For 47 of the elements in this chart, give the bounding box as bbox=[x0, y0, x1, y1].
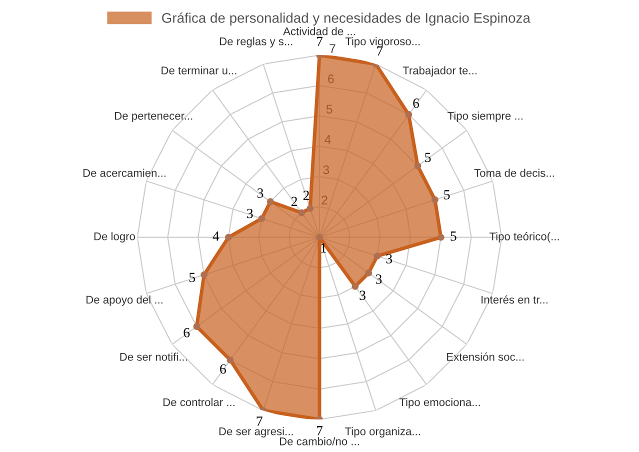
data-label: 3 bbox=[360, 290, 366, 300]
spoke-label: Tipo teórico(... bbox=[489, 232, 559, 243]
legend-label: Gráfica de personalidad y necesidades de Ignacio Espinoza bbox=[162, 12, 530, 26]
spoke-label: De cambio/no ... bbox=[280, 437, 359, 446]
data-label: 5 bbox=[444, 190, 450, 200]
spoke-label: De reglas y s... bbox=[220, 37, 292, 48]
spoke-label: De ser notifi... bbox=[120, 352, 187, 361]
data-label: 3 bbox=[386, 254, 392, 264]
spoke-label: De apoyo del ... bbox=[86, 295, 162, 306]
y-tick-label: 6 bbox=[328, 74, 334, 84]
spoke-label: Interés en tr... bbox=[482, 295, 548, 304]
y-tick-label: 4 bbox=[324, 135, 331, 144]
data-label: 5 bbox=[450, 232, 456, 241]
y-tick-label: 2 bbox=[322, 196, 328, 204]
data-label: 3 bbox=[247, 208, 253, 218]
y-tick-label: 7 bbox=[330, 44, 336, 53]
spoke-label: De ser agresi... bbox=[219, 427, 293, 438]
data-label: 7 bbox=[256, 416, 262, 426]
data-label: 7 bbox=[377, 46, 383, 56]
data-label: 4 bbox=[212, 231, 220, 241]
data-label: 7 bbox=[316, 426, 323, 436]
data-label: 6 bbox=[220, 364, 226, 374]
spoke-label: De acercamien... bbox=[83, 168, 166, 177]
data-label: 5 bbox=[425, 152, 431, 162]
data-label: 5 bbox=[189, 272, 196, 282]
data-label: 7 bbox=[316, 36, 323, 46]
spoke-label: Tipo emociona... bbox=[399, 398, 480, 408]
data-label: 2 bbox=[303, 190, 309, 200]
spoke-label: Tipo siempre ... bbox=[448, 112, 522, 122]
spoke-label: De pertenecer... bbox=[115, 112, 192, 122]
spoke-label: Trabajador te... bbox=[402, 66, 476, 77]
data-label: 6 bbox=[413, 98, 420, 108]
spoke-label: Extensión soc... bbox=[447, 352, 524, 361]
y-tick-label: 5 bbox=[326, 104, 332, 114]
spoke-label: Actividad de ... bbox=[283, 27, 355, 36]
spoke-label: Tipo vigoroso... bbox=[345, 37, 420, 48]
spoke-label: De controlar ... bbox=[163, 398, 234, 406]
spoke-label: De terminar u... bbox=[162, 66, 236, 74]
spoke-label: De logro bbox=[94, 232, 136, 242]
data-label: 6 bbox=[184, 328, 190, 338]
data-label: 1 bbox=[321, 243, 326, 253]
spoke-label: Toma de decis... bbox=[474, 168, 554, 177]
y-tick-label: 3 bbox=[323, 165, 330, 174]
data-label: 2 bbox=[291, 196, 298, 206]
data-label: 3 bbox=[257, 188, 264, 198]
data-label: 3 bbox=[376, 274, 382, 284]
spoke-label: Tipo organiza... bbox=[345, 427, 420, 438]
